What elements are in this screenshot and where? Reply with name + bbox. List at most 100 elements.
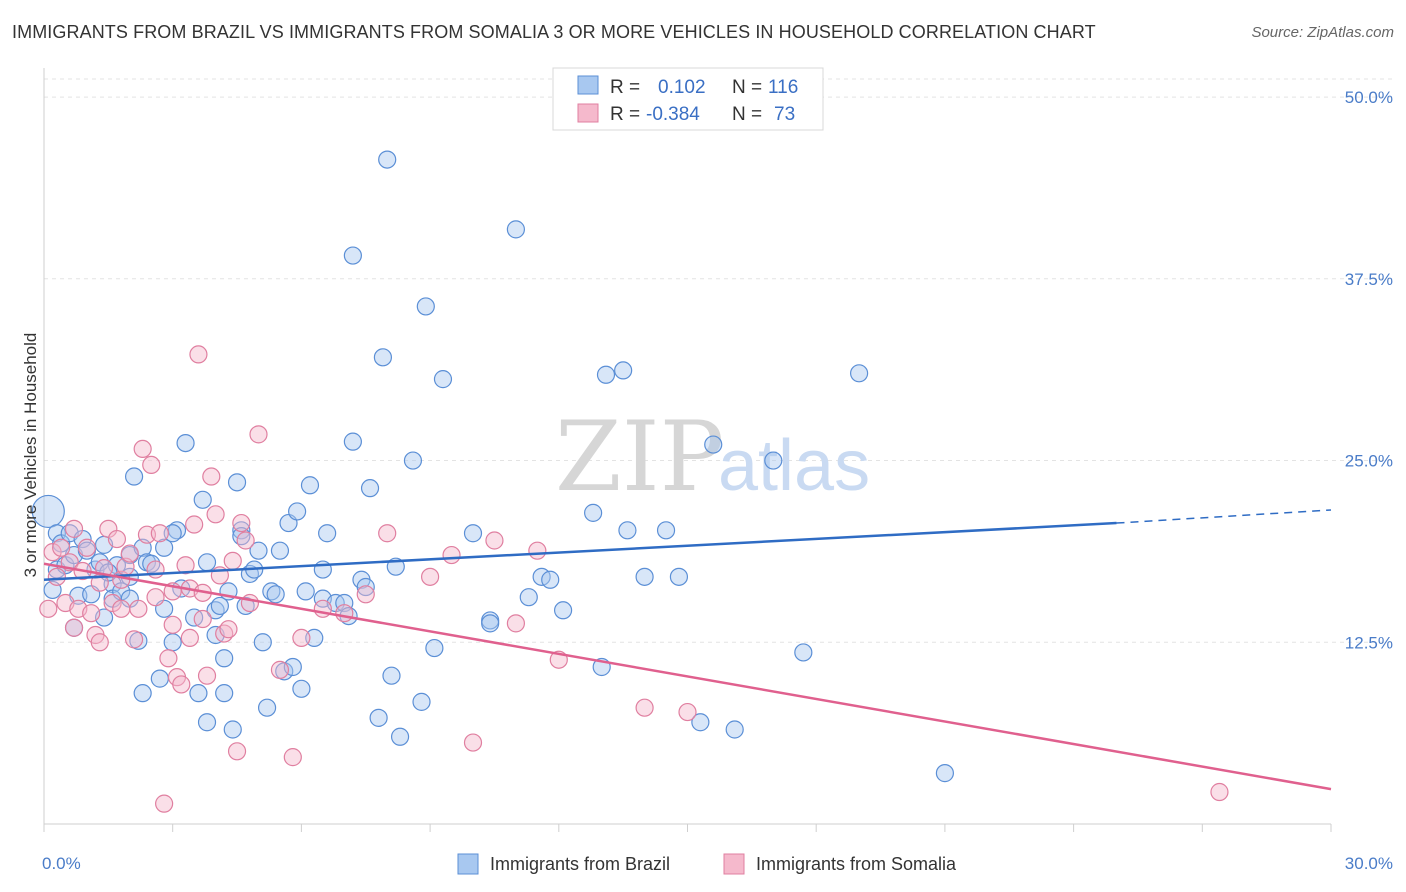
legend-r-label-brazil: R = <box>610 77 640 98</box>
point-brazil-38 <box>193 490 212 509</box>
legend-swatch-somalia <box>577 103 599 123</box>
point-somalia-61 <box>463 733 483 752</box>
chart-source: Source: ZipAtlas.com <box>1251 24 1394 41</box>
point-brazil-100 <box>596 365 616 384</box>
point-brazil-74 <box>343 432 362 451</box>
legend-r-label-somalia: R = <box>610 104 640 125</box>
point-brazil-110 <box>794 643 813 662</box>
point-brazil-94 <box>519 588 538 607</box>
point-brazil-70 <box>318 524 337 543</box>
chart-title: IMMIGRANTS FROM BRAZIL VS IMMIGRANTS FRO… <box>12 22 1096 42</box>
point-somalia-63 <box>506 614 526 633</box>
bottom-legend-label-somalia: Immigrants from Somalia <box>756 854 957 874</box>
point-somalia-23 <box>133 439 152 459</box>
watermark: ZIP atlas <box>555 401 870 513</box>
point-brazil-29 <box>150 669 169 688</box>
point-somalia-1 <box>43 543 62 562</box>
point-brazil-63 <box>288 502 307 521</box>
legend-n-label-brazil: N = <box>732 77 762 98</box>
x-ticks <box>43 824 1332 832</box>
point-brazil-107 <box>704 435 723 454</box>
point-somalia-72 <box>64 618 84 637</box>
trend-lines <box>43 509 1332 791</box>
point-brazil-81 <box>378 150 397 169</box>
bottom-legend-label-brazil: Immigrants from Brazil <box>490 854 670 874</box>
point-somalia-29 <box>159 649 178 668</box>
point-brazil-82 <box>382 666 401 685</box>
x-tick-label-max: 30.0% <box>1345 854 1393 873</box>
point-somalia-50 <box>240 593 260 613</box>
point-somalia-37 <box>189 345 208 364</box>
point-somalia-28 <box>155 794 174 813</box>
y-axis-label: 3 or more Vehicles in Household <box>21 333 40 578</box>
legend-r-value-somalia: -0.384 <box>646 104 700 125</box>
point-somalia-40 <box>197 666 217 685</box>
watermark-atlas: atlas <box>718 426 870 506</box>
series-somalia-points <box>39 345 1229 813</box>
watermark-zip: ZIP <box>555 401 724 513</box>
point-brazil-43 <box>210 596 229 616</box>
point-brazil-108 <box>725 720 744 739</box>
point-somalia-53 <box>283 748 302 767</box>
point-brazil-45 <box>215 684 234 703</box>
point-brazil-109 <box>764 451 783 470</box>
point-somalia-49 <box>236 531 255 550</box>
trend-line-brazil-extension <box>1116 509 1332 524</box>
point-brazil-93 <box>506 220 526 239</box>
point-somalia-36 <box>185 515 204 534</box>
point-brazil-25 <box>133 684 152 703</box>
point-somalia-12 <box>90 633 109 652</box>
point-brazil-58 <box>266 585 285 604</box>
grid-lines <box>44 78 1393 643</box>
point-brazil-97 <box>553 601 573 620</box>
y-tick-label-0: 12.5% <box>1345 633 1393 652</box>
point-brazil-54 <box>249 541 268 560</box>
point-brazil-104 <box>656 521 676 540</box>
bottom-legend-swatch-brazil <box>457 853 479 875</box>
point-brazil-55 <box>253 633 272 652</box>
point-somalia-9 <box>77 538 97 557</box>
point-brazil-39 <box>197 713 217 732</box>
point-somalia-64 <box>528 541 547 560</box>
point-brazil-49 <box>232 521 251 540</box>
point-brazil-88 <box>425 638 444 658</box>
point-brazil-103 <box>635 567 654 586</box>
point-somalia-51 <box>249 425 268 444</box>
y-tick-label-1: 25.0% <box>1345 452 1393 471</box>
point-somalia-70 <box>146 588 165 607</box>
legend-n-value-somalia: 73 <box>774 104 795 125</box>
y-tick-label-2: 37.5% <box>1345 270 1393 289</box>
point-somalia-6 <box>64 519 84 538</box>
point-brazil-102 <box>618 521 637 540</box>
point-brazil-89 <box>433 370 453 389</box>
point-brazil-92 <box>481 614 500 633</box>
point-somalia-48 <box>232 513 251 533</box>
point-brazil-86 <box>412 692 431 711</box>
point-somalia-54 <box>292 628 311 648</box>
point-brazil-112 <box>935 764 955 783</box>
point-somalia-45 <box>219 620 238 639</box>
point-somalia-59 <box>421 567 440 586</box>
legend-n-label-somalia: N = <box>732 104 762 125</box>
point-somalia-57 <box>356 585 375 604</box>
trend-line-somalia <box>43 562 1332 791</box>
y-tick-label-3: 50.0% <box>1345 88 1393 107</box>
point-brazil-48 <box>227 473 247 492</box>
point-brazil-101 <box>614 361 633 380</box>
point-somalia-35 <box>180 628 199 648</box>
point-somalia-32 <box>172 675 191 694</box>
point-brazil-0 <box>31 494 65 529</box>
point-brazil-2 <box>47 524 66 543</box>
point-somalia-41 <box>202 467 221 486</box>
point-brazil-90 <box>463 524 483 543</box>
point-brazil-105 <box>669 567 689 586</box>
bottom-legend-swatch-somalia <box>723 853 745 875</box>
point-somalia-20 <box>120 544 139 563</box>
point-brazil-84 <box>390 727 410 746</box>
point-somalia-58 <box>378 524 397 543</box>
point-somalia-26 <box>146 560 165 579</box>
point-somalia-2 <box>47 567 66 586</box>
point-brazil-87 <box>416 297 435 316</box>
point-somalia-25 <box>142 455 161 474</box>
point-somalia-46 <box>223 551 242 570</box>
